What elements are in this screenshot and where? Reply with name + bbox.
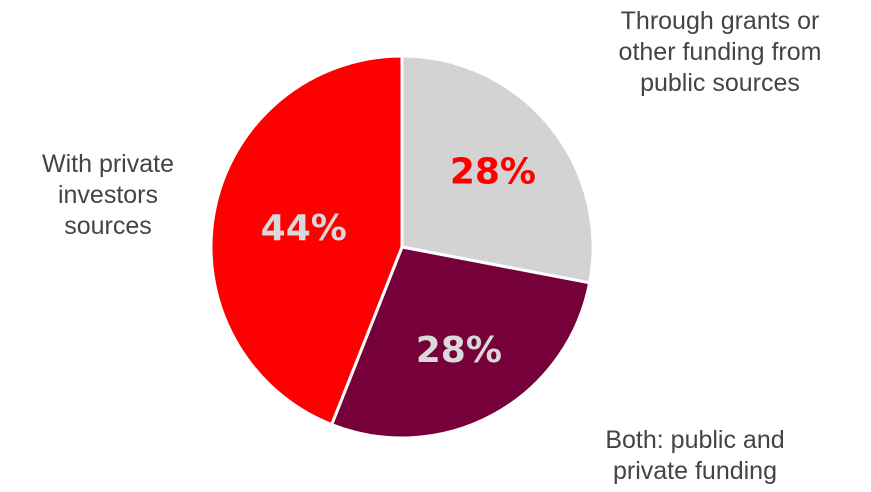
category-label-line: other funding from bbox=[618, 38, 822, 66]
category-label-both: Both: public and private funding bbox=[555, 425, 835, 487]
pie-value-label-public-and-private: 28% bbox=[416, 330, 502, 371]
pie-value-labels: 28% 28% 44% bbox=[261, 151, 536, 371]
category-label-private: With private investors sources bbox=[0, 149, 216, 242]
category-label-line: public sources bbox=[640, 69, 800, 97]
category-label-line: With private bbox=[42, 150, 174, 178]
category-label-line: private funding bbox=[612, 457, 777, 485]
pie-slice-private-investors bbox=[209, 54, 404, 427]
category-label-line: investors bbox=[57, 181, 159, 209]
pie-value-label-private-investors: 44% bbox=[261, 208, 347, 249]
pie-value-label-public-sources: 28% bbox=[450, 151, 536, 192]
category-label-public: Through grants or other funding from pub… bbox=[580, 6, 860, 99]
category-label-line: sources bbox=[64, 212, 152, 240]
pie-slices bbox=[209, 54, 595, 440]
category-label-line: Both: public and bbox=[605, 426, 785, 454]
pie-slice-public-sources bbox=[400, 54, 595, 285]
category-label-line: Through grants or bbox=[620, 7, 820, 35]
pie-slice-public-and-private bbox=[329, 245, 592, 440]
